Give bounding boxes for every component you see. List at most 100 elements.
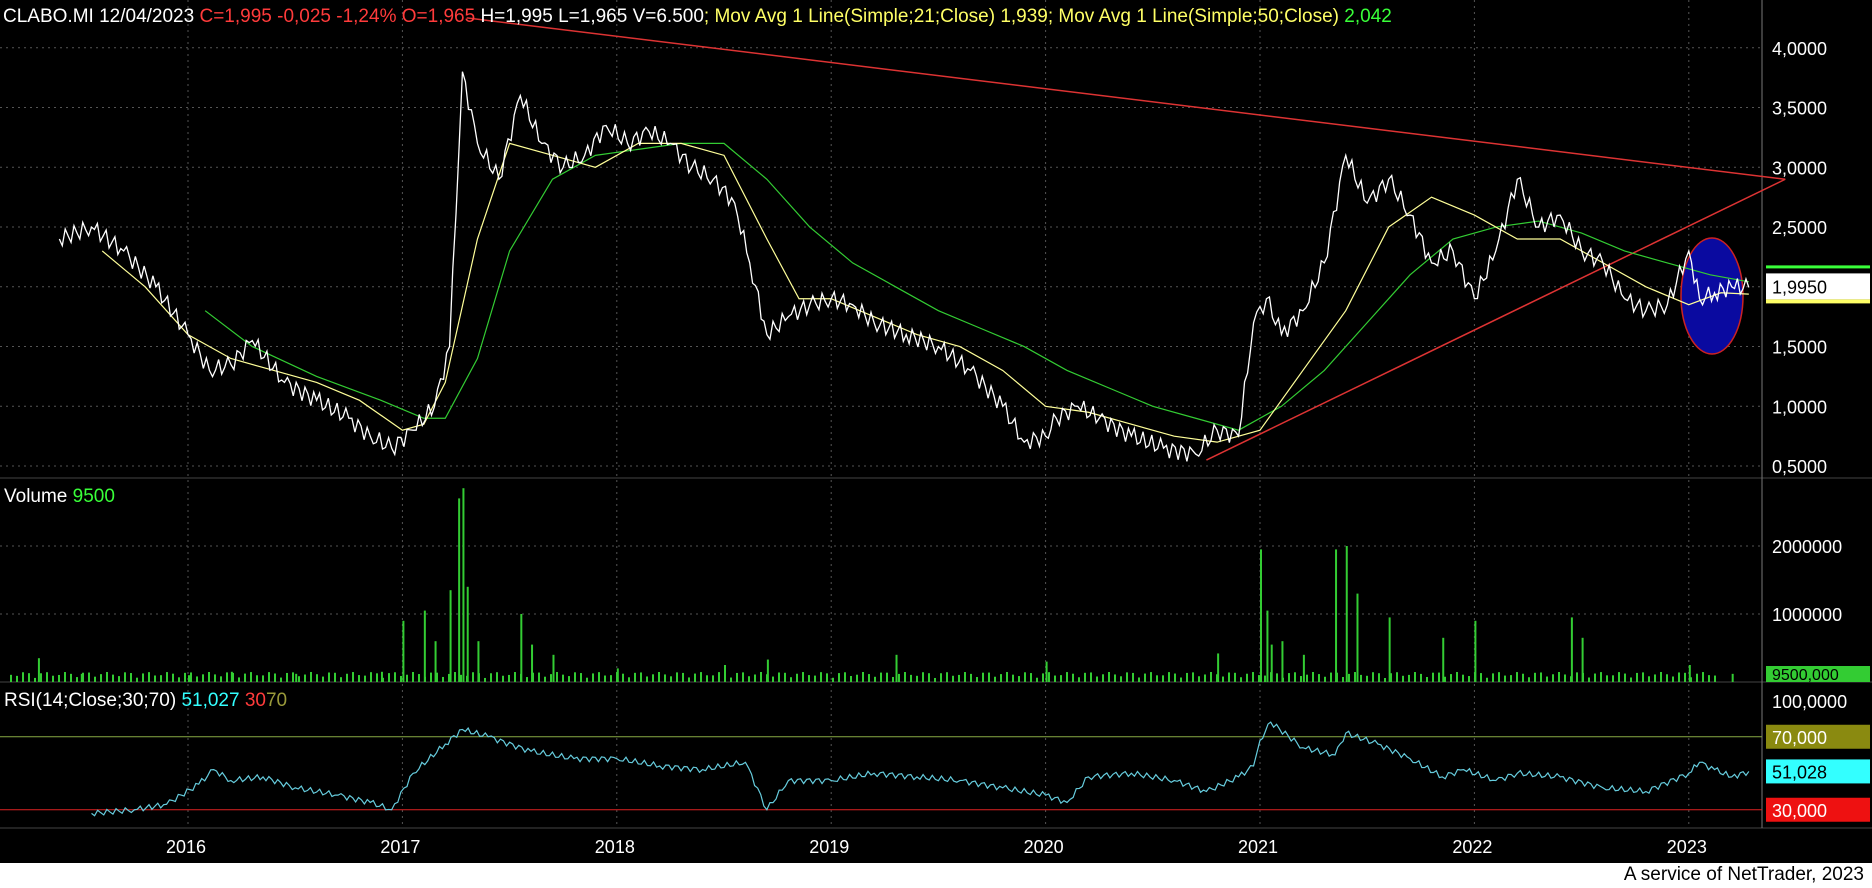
volume-bar-minor <box>1348 673 1350 682</box>
volume-bar-minor <box>556 672 558 682</box>
volume-bar-minor <box>1030 673 1032 682</box>
volume-bar-minor <box>34 677 36 682</box>
volume-bar-minor <box>340 677 342 682</box>
volume-bar-minor <box>82 672 84 682</box>
volume-bar-minor <box>1498 672 1500 682</box>
volume-bar-minor <box>1528 677 1530 682</box>
volume-bar-minor <box>1102 674 1104 682</box>
last-price-label: 1,9950 <box>1772 277 1827 297</box>
volume-bar-minor <box>1666 674 1668 682</box>
rsi-line <box>91 721 1750 817</box>
volume-bar-minor <box>532 672 534 682</box>
volume-bar <box>1345 546 1348 682</box>
volume-bar <box>402 620 405 682</box>
volume-bar-minor <box>1078 677 1080 682</box>
volume-bar-minor <box>1534 672 1536 682</box>
trendline-1 <box>1206 178 1786 461</box>
volume-bar-minor <box>598 672 600 682</box>
volume-bar-minor <box>1282 677 1284 682</box>
volume-bar-minor <box>1120 676 1122 682</box>
volume-bar-minor <box>58 674 60 682</box>
volume-bar-minor <box>742 672 744 682</box>
volume-bar-minor <box>1198 676 1200 682</box>
volume-bar <box>1581 637 1584 682</box>
price-tick-label: 4,0000 <box>1772 39 1827 59</box>
volume-bar-minor <box>1072 673 1074 682</box>
volume-bar-minor <box>262 675 264 682</box>
volume-bar-minor <box>934 677 936 682</box>
volume-bar-minor <box>1090 672 1092 682</box>
volume-bar-minor <box>130 673 132 682</box>
volume-bar-minor <box>1678 672 1680 682</box>
volume-bar-minor <box>952 675 954 682</box>
rsi-last-label: 51,028 <box>1772 762 1827 782</box>
volume-bar-minor <box>1564 674 1566 682</box>
volume-bar-minor <box>1270 672 1272 682</box>
volume-bar-minor <box>760 672 762 682</box>
volume-bar-minor <box>16 675 18 682</box>
volume-bar-minor <box>148 672 150 682</box>
volume-bar-minor <box>76 677 78 682</box>
volume-bar-minor <box>424 676 426 682</box>
volume-bar-minor <box>688 677 690 682</box>
year-tick-label: 2019 <box>809 837 849 857</box>
volume-bar-minor <box>508 674 510 682</box>
volume-bar <box>1688 665 1691 682</box>
volume-bar-minor <box>772 676 774 682</box>
volume-bar-minor <box>1456 672 1458 682</box>
volume-bar-minor <box>562 674 564 682</box>
volume-bar-minor <box>226 672 228 682</box>
volume-bar-minor <box>1330 672 1332 682</box>
volume-bar-minor <box>280 677 282 682</box>
volume-bar-minor <box>1372 672 1374 682</box>
symbol: CLABO.MI <box>3 6 94 27</box>
volume-bar-minor <box>1432 672 1434 682</box>
ma21-value: 1,939 <box>1000 6 1048 27</box>
volume-bar-minor <box>964 672 966 682</box>
volume-bar-minor <box>1318 674 1320 682</box>
volume-bar-minor <box>352 672 354 682</box>
volume-value: 9500 <box>72 486 115 507</box>
rsi-level-label: 70,000 <box>1772 728 1827 748</box>
volume-bar <box>37 658 40 682</box>
volume-bar-minor <box>1036 677 1038 682</box>
volume-bar-minor <box>898 673 900 682</box>
volume-bar-minor <box>232 672 234 682</box>
volume-bar-minor <box>1594 673 1596 682</box>
volume-bar-minor <box>628 677 630 682</box>
rsi-last-box <box>1766 759 1870 784</box>
volume-bar-minor <box>304 674 306 682</box>
volume-bar-minor <box>1576 672 1578 682</box>
ma50-marker <box>1766 265 1870 269</box>
close-quote: C=1,995 -0,025 -1,24% <box>199 6 397 27</box>
rsi-high: 70 <box>265 690 288 711</box>
volume-bar-minor <box>1366 675 1368 682</box>
price-header: CLABO.MI 12/04/2023 C=1,995 -0,025 -1,24… <box>3 6 1392 28</box>
volume-bar-minor <box>838 673 840 682</box>
rsi-label: RSI(14;Close;30;70) <box>4 690 177 711</box>
high-low-volume: H=1,995 L=1,965 V=6.500 <box>480 6 704 27</box>
volume-bar-minor <box>1360 674 1362 682</box>
volume-bar-minor <box>1402 675 1404 682</box>
volume-bar-minor <box>88 672 90 682</box>
volume-bar-minor <box>610 675 612 682</box>
volume-last-box <box>1766 666 1870 682</box>
volume-bar-minor <box>808 675 810 682</box>
volume-bar <box>724 665 726 682</box>
volume-bar-minor <box>472 672 474 682</box>
volume-bar-minor <box>1294 672 1296 682</box>
volume-bar-minor <box>1342 676 1344 682</box>
volume-bar-minor <box>1606 675 1608 682</box>
volume-bar <box>423 610 426 682</box>
volume-bar-minor <box>1600 672 1602 682</box>
volume-bar-minor <box>124 672 126 682</box>
volume-bar-minor <box>1570 676 1572 682</box>
rsi-level-label: 30,000 <box>1772 801 1827 821</box>
volume-bar-minor <box>874 676 876 682</box>
volume-bar-minor <box>1690 677 1692 682</box>
volume-bar-minor <box>724 673 726 682</box>
volume-bar-minor <box>112 674 114 682</box>
volume-bar-minor <box>328 672 330 682</box>
volume-bar-minor <box>40 673 42 682</box>
